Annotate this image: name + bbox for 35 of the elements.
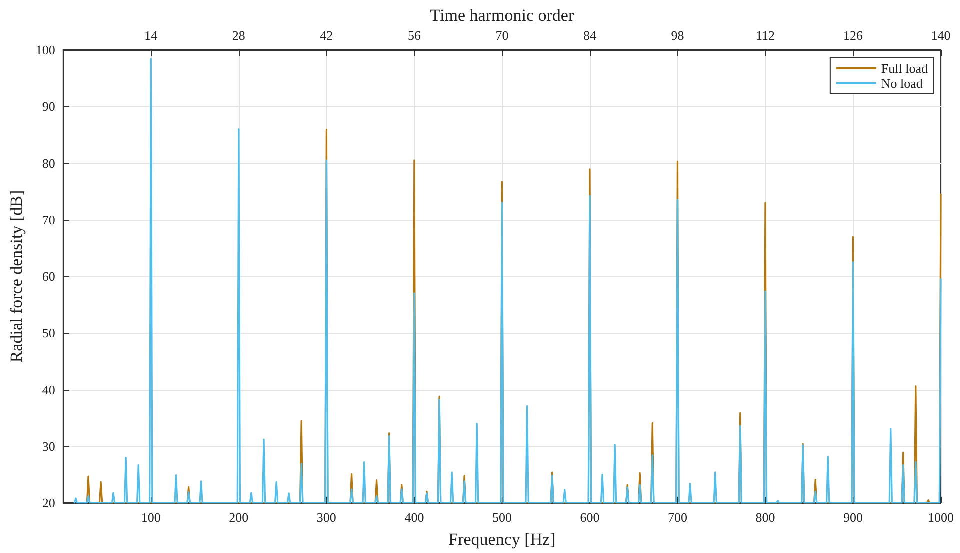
x-tick-label: 800 [756, 510, 776, 525]
x-tick-label: 300 [316, 510, 336, 525]
x-tick-label: 500 [492, 510, 512, 525]
x2-tick-label: 126 [843, 28, 864, 43]
legend-label: Full load [881, 61, 928, 76]
x2-tick-label: 84 [583, 28, 597, 43]
x2-tick-label: 14 [144, 28, 158, 43]
x-tick-label: 900 [843, 510, 863, 525]
x2-tick-label: 112 [756, 28, 775, 43]
x2-tick-label: 28 [232, 28, 246, 43]
y-tick-label: 70 [42, 212, 56, 228]
y-tick-label: 40 [42, 382, 56, 398]
x-tick-label: 200 [229, 510, 249, 525]
x2-tick-label: 56 [408, 28, 422, 43]
line-series [74, 58, 942, 504]
y-tick-label: 50 [42, 326, 56, 341]
x-axis-title: Frequency [Hz] [448, 530, 556, 549]
y-tick-label: 100 [36, 42, 56, 58]
y-tick-label: 20 [42, 496, 56, 510]
legend-label: No load [881, 76, 924, 91]
x2-tick-label: 42 [320, 28, 334, 43]
x2-tick-label: 140 [931, 28, 951, 43]
x2-tick-label: 70 [496, 28, 509, 43]
x-tick-label: 400 [404, 510, 424, 525]
x-tick-label: 600 [580, 510, 600, 525]
x-tick-label: 700 [668, 510, 688, 525]
x-tick-label: 1000 [928, 510, 954, 525]
x-tick-label: 100 [141, 510, 161, 525]
x2-axis-title: Time harmonic order [430, 6, 574, 25]
y-tick-label: 80 [42, 156, 56, 171]
y-tick-label: 90 [42, 99, 56, 114]
y-tick-label: 30 [42, 438, 56, 454]
y-tick-label: 60 [42, 269, 56, 284]
y-axis-title: Radial force density [dB] [7, 190, 26, 363]
x2-tick-label: 98 [671, 28, 684, 43]
